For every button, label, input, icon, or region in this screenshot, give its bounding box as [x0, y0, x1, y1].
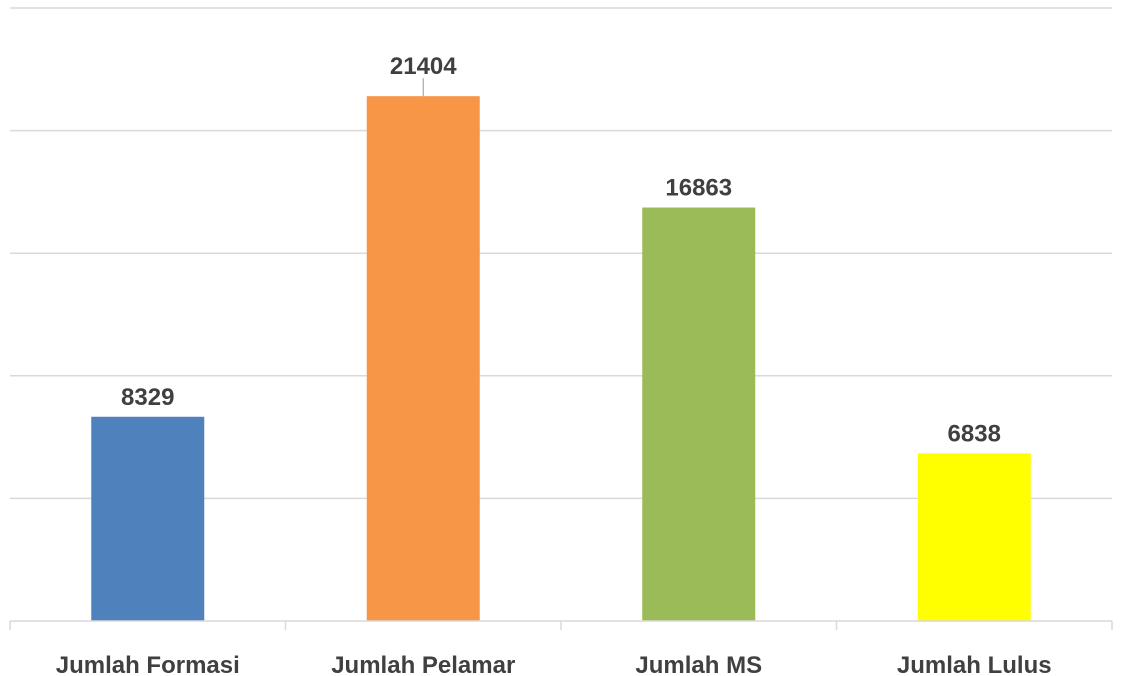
data-label: 16863	[665, 175, 732, 202]
category-labels: Jumlah Formasi Jumlah Pelamar Jumlah MS Jum…	[56, 652, 1052, 676]
bar	[917, 453, 1031, 621]
data-labels: 8329 21404 16863 6838	[121, 53, 1001, 447]
x-tick-label: Jumlah Pelamar	[331, 652, 515, 676]
bars	[91, 96, 1031, 622]
x-tick-label: Jumlah MS	[635, 652, 762, 676]
x-axis	[9, 620, 1113, 630]
data-label: 8329	[121, 384, 174, 411]
bar	[642, 207, 756, 622]
x-tick-label: Jumlah Formasi	[56, 652, 240, 676]
x-tick-label: Jumlah Lulus	[897, 652, 1052, 676]
bar	[366, 96, 480, 621]
bar	[91, 416, 205, 621]
data-label: 6838	[948, 420, 1001, 447]
data-label: 21404	[390, 53, 457, 80]
